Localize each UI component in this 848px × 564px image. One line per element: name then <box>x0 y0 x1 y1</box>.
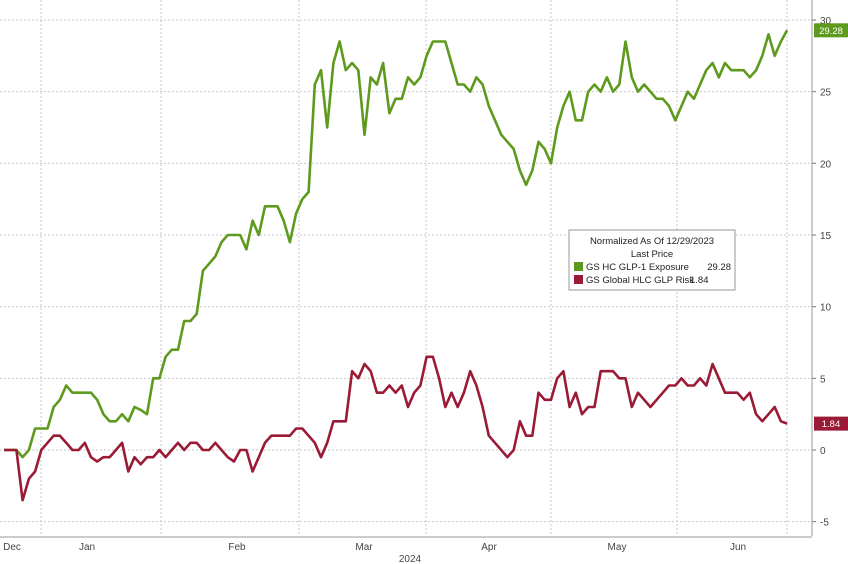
x-tick-label: Mar <box>355 542 373 553</box>
y-tick-label: -5 <box>820 518 829 529</box>
last-value-tag-label-1: 1.84 <box>822 419 841 430</box>
legend-swatch-glp-risk <box>574 275 583 284</box>
y-tick-label: 30 <box>820 16 832 27</box>
last-value-tag-bg-0 <box>814 23 848 38</box>
x-axis-year-label: 2024 <box>399 554 422 564</box>
legend-label-glp1-exposure: GS HC GLP-1 Exposure <box>586 262 689 273</box>
x-tick-label: May <box>608 542 627 553</box>
legend-header-last-price: Last Price <box>631 249 673 260</box>
y-tick-label: 10 <box>820 303 832 314</box>
series <box>4 29 789 502</box>
y-tick-label: 0 <box>820 446 826 457</box>
x-tick-label: Dec <box>3 542 21 553</box>
y-tick-label: 5 <box>820 374 826 385</box>
legend-label-glp-risk: GS Global HLC GLP Risk <box>586 275 694 286</box>
x-tick-label: Apr <box>481 542 497 553</box>
y-axis: -5 0 5 10 15 20 25 30 <box>811 0 832 536</box>
y-tick-label: 15 <box>820 231 832 242</box>
x-tick-label: Jan <box>79 542 95 553</box>
legend-value-glp1-exposure: 29.28 <box>707 262 731 273</box>
x-tick-label: Feb <box>228 542 246 553</box>
last-value-tag-bg-1 <box>814 416 848 431</box>
last-value-tags: 29.28 1.84 <box>814 23 848 431</box>
legend-swatch-glp1-exposure <box>574 262 583 271</box>
legend-box <box>568 229 736 291</box>
legend-header-normalized: Normalized As Of 12/29/2023 <box>590 236 714 247</box>
y-tick-label: 20 <box>820 159 832 170</box>
series-line-1 <box>4 355 788 502</box>
series-line-0 <box>4 29 789 459</box>
x-tick-label: Jun <box>730 542 746 553</box>
legend-value-glp-risk: 1.84 <box>690 275 709 286</box>
y-tick-label: 25 <box>820 88 832 99</box>
legend: Normalized As Of 12/29/2023 Last Price G… <box>568 229 736 291</box>
last-value-tag-label-0: 29.28 <box>819 26 843 37</box>
x-axis: 2024 Dec Jan Feb Mar Apr May Jun <box>0 536 812 564</box>
